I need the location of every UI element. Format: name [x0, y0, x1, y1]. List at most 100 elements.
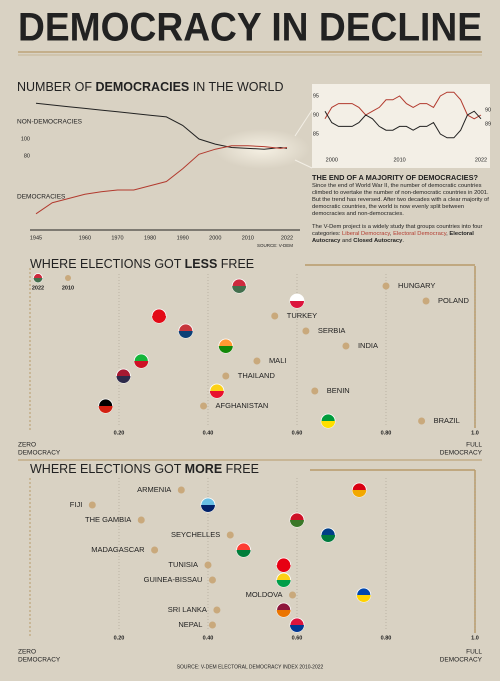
dot-2010	[213, 606, 221, 614]
end-label: 90	[485, 107, 491, 113]
flag-bottom	[33, 278, 43, 283]
flag-bottom	[352, 490, 367, 497]
legend-label: 2010	[62, 285, 74, 291]
axis-label: ZERO	[18, 649, 36, 656]
flag-2022	[289, 617, 305, 633]
flag-bottom	[178, 331, 193, 339]
flag-bottom	[290, 520, 304, 527]
flag-bottom	[209, 391, 224, 399]
category-label: SRI LANKA	[168, 605, 207, 614]
category-label: FIJI	[70, 500, 83, 509]
flag-bottom	[356, 595, 371, 602]
flag-2022	[320, 413, 336, 429]
y-tick-label: 100	[21, 136, 30, 142]
title-part: WHERE ELECTIONS GOT	[30, 257, 185, 271]
flag-bottom	[290, 625, 304, 632]
title-part: IN THE WORLD	[189, 80, 283, 94]
callout-line	[294, 159, 313, 169]
x-tick-label: 0.40	[203, 635, 214, 641]
flag-2022	[231, 278, 247, 294]
line	[324, 110, 482, 139]
dot-2010	[422, 297, 430, 305]
x-tick-label: 1990	[177, 235, 189, 241]
axis-label: DEMOCRACY	[18, 450, 61, 457]
dot-2010	[311, 387, 319, 395]
dot-2010	[208, 576, 216, 584]
x-tick-label: 0.80	[381, 635, 392, 641]
title-part: LESS	[185, 257, 218, 271]
flag-2022	[351, 482, 367, 498]
dot-2010	[204, 561, 212, 569]
category-label: HUNGARY	[398, 281, 435, 290]
x-tick-label: 2010	[242, 235, 254, 241]
dot-2010	[226, 531, 234, 539]
flag-bottom	[218, 346, 233, 353]
axis-label: DEMOCRACY	[440, 450, 483, 457]
article-paragraph: Since the end of World War II, the numbe…	[312, 183, 494, 218]
flag-2022	[151, 308, 167, 324]
title-part: WHERE ELECTIONS GOT	[30, 462, 185, 476]
dot-2010	[88, 501, 96, 509]
x-tick-label: 1.0	[471, 635, 479, 641]
dot-2010	[208, 621, 216, 629]
title-part: MORE	[185, 462, 223, 476]
text-run: The V-Dem project is a widely study that…	[312, 224, 483, 238]
axis-label: ZERO	[18, 442, 36, 449]
flag-bottom	[276, 610, 291, 617]
chart-title: WHERE ELECTIONS GOT LESS FREE	[30, 257, 254, 271]
flag-2022	[116, 368, 131, 384]
legend-label: 2022	[32, 285, 44, 291]
x-tick-label: 1970	[111, 235, 123, 241]
x-tick-label: 1980	[144, 235, 156, 241]
article-title: THE END OF A MAJORITY OF DEMOCRACIES?	[312, 173, 479, 182]
title-part: FREE	[222, 462, 259, 476]
dot-2010	[342, 342, 350, 350]
flag-bottom	[276, 565, 291, 572]
flag-2022	[289, 293, 305, 309]
source: SOURCE: V-DEM	[257, 243, 293, 248]
title-part: FREE	[217, 257, 254, 271]
flag-bottom	[232, 286, 247, 293]
x-tick-label: 0.40	[203, 430, 214, 436]
text-run: .	[402, 238, 404, 245]
line	[35, 145, 288, 215]
flag-bottom	[321, 535, 336, 542]
axis-label: DEMOCRACY	[440, 657, 483, 664]
dot-2010	[137, 516, 145, 524]
flag-2022	[178, 323, 194, 339]
category-label: ARMENIA	[137, 485, 171, 494]
y-tick-label: 80	[24, 153, 30, 159]
text-run: ,	[446, 231, 450, 238]
flag-2022	[98, 398, 114, 414]
flag-2022	[289, 512, 305, 528]
dot-2010	[418, 417, 426, 425]
category-label: SEYCHELLES	[171, 530, 220, 539]
title-part: NUMBER OF	[17, 80, 95, 94]
category-label: MOLDOVA	[246, 590, 283, 599]
legend-swatch	[33, 273, 43, 283]
x-tick-label: 2000	[326, 157, 338, 163]
text-run: Liberal Democracy	[341, 231, 390, 238]
flag-bottom	[116, 376, 131, 383]
flag-bottom	[236, 550, 251, 558]
title-part: DEMOCRACIES	[95, 80, 189, 94]
text-run: Closed Autocracy	[353, 238, 403, 245]
page-title: DEMOCRACY IN DECLINE	[18, 6, 482, 50]
category-label: TUNISIA	[168, 560, 198, 569]
x-tick-label: 1945	[30, 235, 42, 241]
series-label: DEMOCRACIES	[17, 194, 66, 201]
y-tick-label: 90	[313, 112, 319, 118]
category-label: NEPAL	[178, 620, 202, 629]
y-tick-label: 95	[313, 93, 319, 99]
category-label: MADAGASCAR	[91, 545, 145, 554]
category-label: THAILAND	[238, 371, 276, 380]
text-run: Since the end of World War II, the numbe…	[312, 183, 489, 218]
axis-label: DEMOCRACY	[18, 657, 61, 664]
flag-2022	[133, 353, 149, 369]
dot-2010	[151, 546, 159, 554]
flag-2022	[236, 542, 252, 558]
flag-2022	[276, 557, 292, 573]
category-label: AFGHANISTAN	[216, 401, 269, 410]
